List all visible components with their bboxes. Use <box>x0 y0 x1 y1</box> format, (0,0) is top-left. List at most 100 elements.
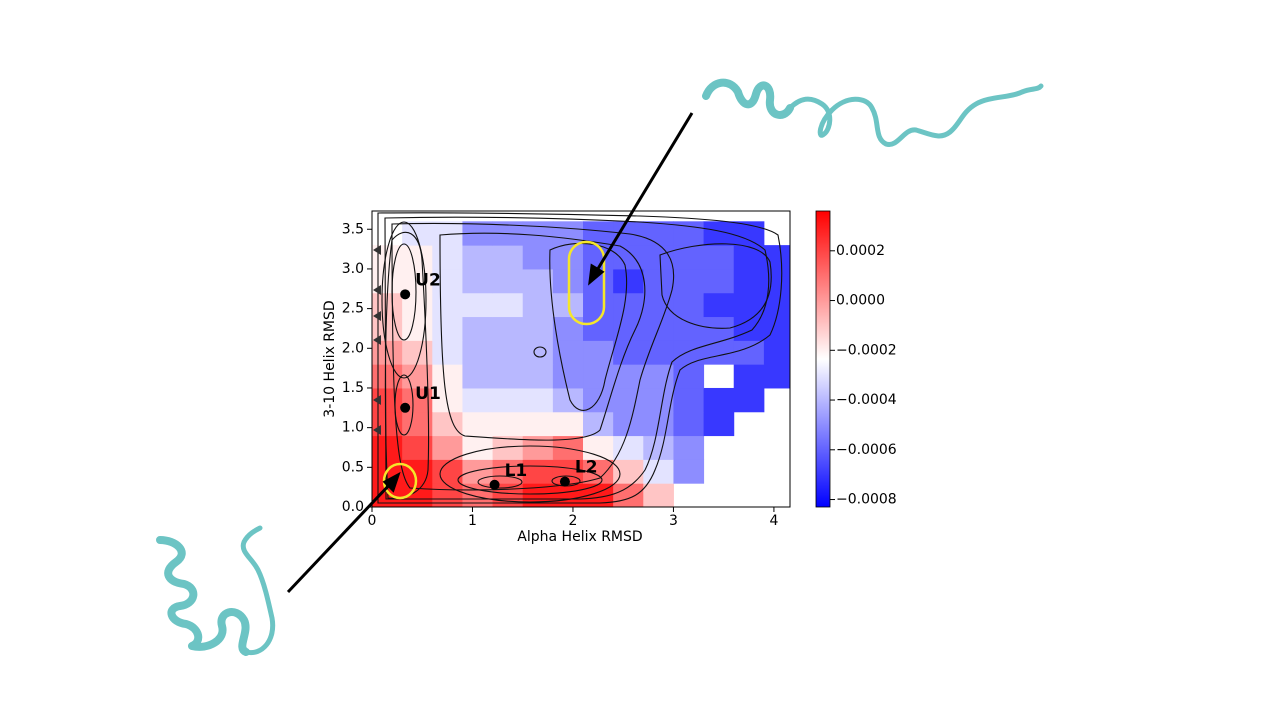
state-label: L1 <box>505 461 528 481</box>
heatmap-cell <box>703 268 735 294</box>
colorbar-tick-label: −0.0002 <box>836 342 897 358</box>
heatmap-cell <box>522 340 554 365</box>
y-tick-label: 3.0 <box>342 261 364 277</box>
heatmap-cell <box>462 364 494 389</box>
contour <box>391 222 675 491</box>
heatmap-cell <box>733 340 765 365</box>
heatmap-cell <box>552 316 584 341</box>
heatmap-cell <box>552 483 584 507</box>
heatmap-cell <box>733 268 765 294</box>
x-tick-label: 4 <box>769 513 778 529</box>
heatmap-cell <box>372 316 403 341</box>
y-tick-label: 3.5 <box>342 221 364 237</box>
x-tick-label: 3 <box>669 513 678 529</box>
heatmap-cell <box>763 340 790 365</box>
heatmap-cell <box>643 387 674 413</box>
state-label: U1 <box>415 384 441 404</box>
heatmap-cell <box>703 340 735 365</box>
heatmap-cell <box>673 364 705 389</box>
heatmap-cell <box>522 245 554 270</box>
contour <box>384 216 770 500</box>
contour <box>391 243 417 341</box>
heatmap-cell <box>522 411 554 437</box>
heatmap-cell <box>673 411 705 437</box>
y-tick-label: 0.5 <box>342 459 364 475</box>
heatmap-cell <box>522 483 554 507</box>
heatmap-cell <box>432 292 463 318</box>
y-tick-label: 0.0 <box>342 499 364 515</box>
arrows <box>286 112 694 594</box>
x-axis-label: Alpha Helix RMSD <box>517 529 642 545</box>
heatmap-cell <box>643 292 674 318</box>
x-tick-label: 2 <box>569 513 578 529</box>
contours <box>377 212 783 504</box>
heatmap-cell <box>432 435 463 460</box>
heatmap-cell <box>492 459 524 484</box>
y-tick-label: 2.0 <box>342 340 364 356</box>
heatmap-cell <box>432 483 463 507</box>
heatmap-cell <box>492 316 524 341</box>
heatmap-cell <box>462 292 494 318</box>
heatmap-cell <box>462 268 494 294</box>
contour <box>549 242 628 411</box>
heatmap-cell <box>613 268 644 294</box>
highlight-region <box>567 240 606 326</box>
heatmap-cell <box>522 221 554 246</box>
state-point <box>489 479 500 490</box>
heatmap-cell <box>462 483 494 507</box>
heatmap-cell <box>462 316 494 341</box>
heatmap-cell <box>613 435 644 460</box>
heatmap-cell <box>552 411 584 437</box>
heatmap-cell <box>583 340 614 365</box>
contour <box>439 445 621 503</box>
heatmap-cell <box>432 411 463 437</box>
heatmap-cell <box>583 364 614 389</box>
heatmap-cell <box>462 387 494 413</box>
heatmap-cell <box>522 292 554 318</box>
heatmap-cell <box>402 316 433 341</box>
y-tick-label: 1.5 <box>342 380 364 396</box>
heatmap-cell <box>492 364 524 389</box>
heatmap-cell <box>763 364 790 389</box>
heatmap-cell <box>613 245 644 270</box>
heatmap-cell <box>583 411 614 437</box>
heatmap-cell <box>402 245 433 270</box>
heatmap-cell <box>643 340 674 365</box>
heatmap-cell <box>613 411 644 437</box>
y-tick-label: 1.0 <box>342 420 364 436</box>
heatmap-cell <box>643 364 674 389</box>
heatmap-cell <box>462 340 494 365</box>
heatmap-cell <box>492 268 524 294</box>
heatmap-cell <box>613 387 644 413</box>
colorbar-tick-label: −0.0004 <box>836 392 897 408</box>
colorbar <box>815 210 831 508</box>
heatmap-cell <box>372 411 403 437</box>
heatmap-cell <box>492 340 524 365</box>
contour <box>659 243 772 329</box>
heatmap-cell <box>522 459 554 484</box>
contour <box>477 475 523 489</box>
heatmap-cell <box>613 292 644 318</box>
heatmap-cell <box>402 268 433 294</box>
heatmap-cell <box>552 364 584 389</box>
heatmap-cell <box>733 245 765 270</box>
y-tick-label: 2.5 <box>342 301 364 317</box>
colorbar-tick-label: −0.0006 <box>836 442 897 458</box>
heatmap-cell <box>673 340 705 365</box>
heatmap-cell <box>432 245 463 270</box>
heatmap-cell <box>552 221 584 246</box>
heatmap-cell <box>522 387 554 413</box>
heatmap-cell <box>432 387 463 413</box>
heatmap-cell <box>703 411 735 437</box>
heatmap-cell <box>643 435 674 460</box>
contour <box>384 231 430 499</box>
heatmap-cell <box>703 245 735 270</box>
contour <box>533 346 547 358</box>
contour <box>457 465 603 495</box>
heatmap-cell <box>703 292 735 318</box>
contour <box>377 212 783 504</box>
contour <box>439 232 646 441</box>
heatmap-cell <box>432 268 463 294</box>
heatmap-cell <box>492 292 524 318</box>
